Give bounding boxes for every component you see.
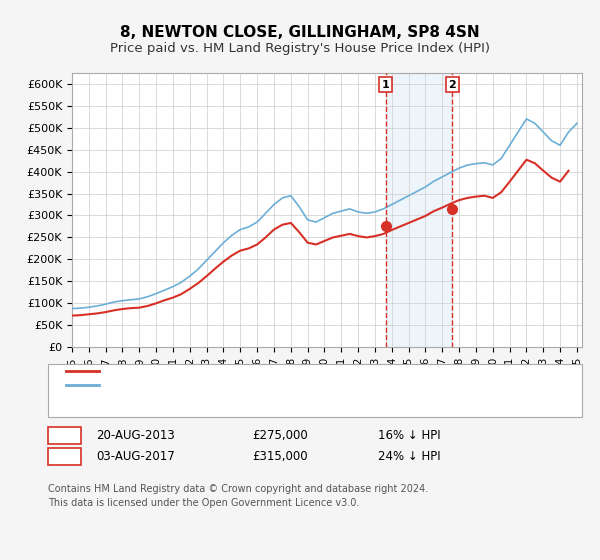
Text: 1: 1 — [382, 80, 389, 90]
Text: This data is licensed under the Open Government Licence v3.0.: This data is licensed under the Open Gov… — [48, 498, 359, 508]
Text: 16% ↓ HPI: 16% ↓ HPI — [378, 428, 440, 442]
Bar — [386, 73, 452, 347]
Text: 8, NEWTON CLOSE, GILLINGHAM, SP8 4SN: 8, NEWTON CLOSE, GILLINGHAM, SP8 4SN — [120, 25, 480, 40]
Text: 2: 2 — [60, 450, 68, 463]
Text: Price paid vs. HM Land Registry's House Price Index (HPI): Price paid vs. HM Land Registry's House … — [110, 42, 490, 55]
Text: £275,000: £275,000 — [252, 428, 308, 442]
Text: 1: 1 — [60, 428, 68, 442]
Text: 8, NEWTON CLOSE, GILLINGHAM, SP8 4SN (detached house): 8, NEWTON CLOSE, GILLINGHAM, SP8 4SN (de… — [102, 365, 457, 378]
Text: 24% ↓ HPI: 24% ↓ HPI — [378, 450, 440, 463]
Text: 20-AUG-2013: 20-AUG-2013 — [96, 428, 175, 442]
Text: Contains HM Land Registry data © Crown copyright and database right 2024.: Contains HM Land Registry data © Crown c… — [48, 484, 428, 494]
Text: £315,000: £315,000 — [252, 450, 308, 463]
Text: 03-AUG-2017: 03-AUG-2017 — [96, 450, 175, 463]
Text: 2: 2 — [448, 80, 456, 90]
Text: HPI: Average price, detached house, Dorset: HPI: Average price, detached house, Dors… — [102, 379, 359, 392]
